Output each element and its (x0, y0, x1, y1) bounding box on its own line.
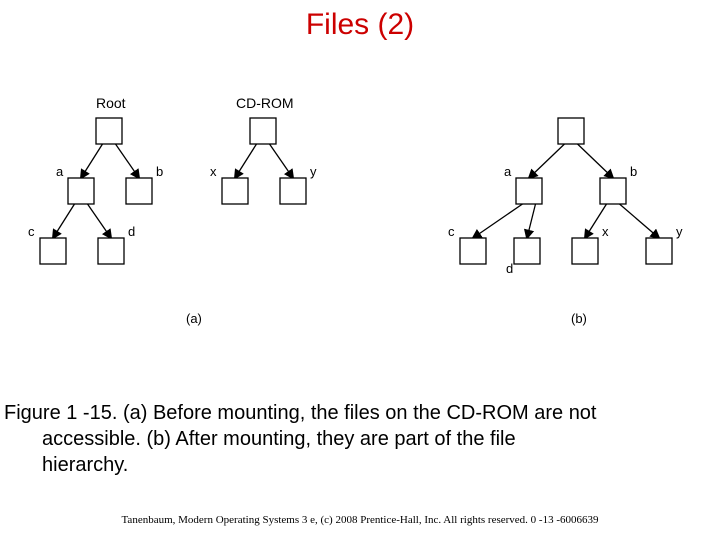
svg-text:CD-ROM: CD-ROM (236, 98, 294, 111)
caption-line: hierarchy. (0, 452, 720, 478)
svg-text:x: x (210, 164, 217, 179)
file-tree-diagram: a b c d x y a b c d x y Root CD-ROM (a) (b) (26, 98, 694, 338)
svg-text:d: d (128, 224, 135, 239)
svg-text:a: a (504, 164, 512, 179)
svg-text:(b): (b) (571, 311, 587, 326)
svg-text:c: c (448, 224, 455, 239)
caption-line: accessible. (b) After mounting, they are… (0, 426, 720, 452)
svg-text:c: c (28, 224, 35, 239)
slide: Files (2) a b c d x y a b c d x y Root CD-ROM (a) (b) F… (0, 0, 720, 540)
copyright-footer: Tanenbaum, Modern Operating Systems 3 e,… (0, 514, 720, 526)
svg-text:b: b (156, 164, 163, 179)
caption-line: Figure 1 -15. (a) Before mounting, the f… (0, 400, 720, 426)
slide-title: Files (2) (0, 8, 720, 42)
svg-text:b: b (630, 164, 637, 179)
svg-text:a: a (56, 164, 64, 179)
svg-text:d: d (506, 261, 513, 276)
svg-text:y: y (676, 224, 683, 239)
svg-text:(a): (a) (186, 311, 202, 326)
figure-caption: Figure 1 -15. (a) Before mounting, the f… (0, 400, 720, 478)
svg-text:x: x (602, 224, 609, 239)
svg-text:y: y (310, 164, 317, 179)
svg-text:Root: Root (96, 98, 126, 111)
